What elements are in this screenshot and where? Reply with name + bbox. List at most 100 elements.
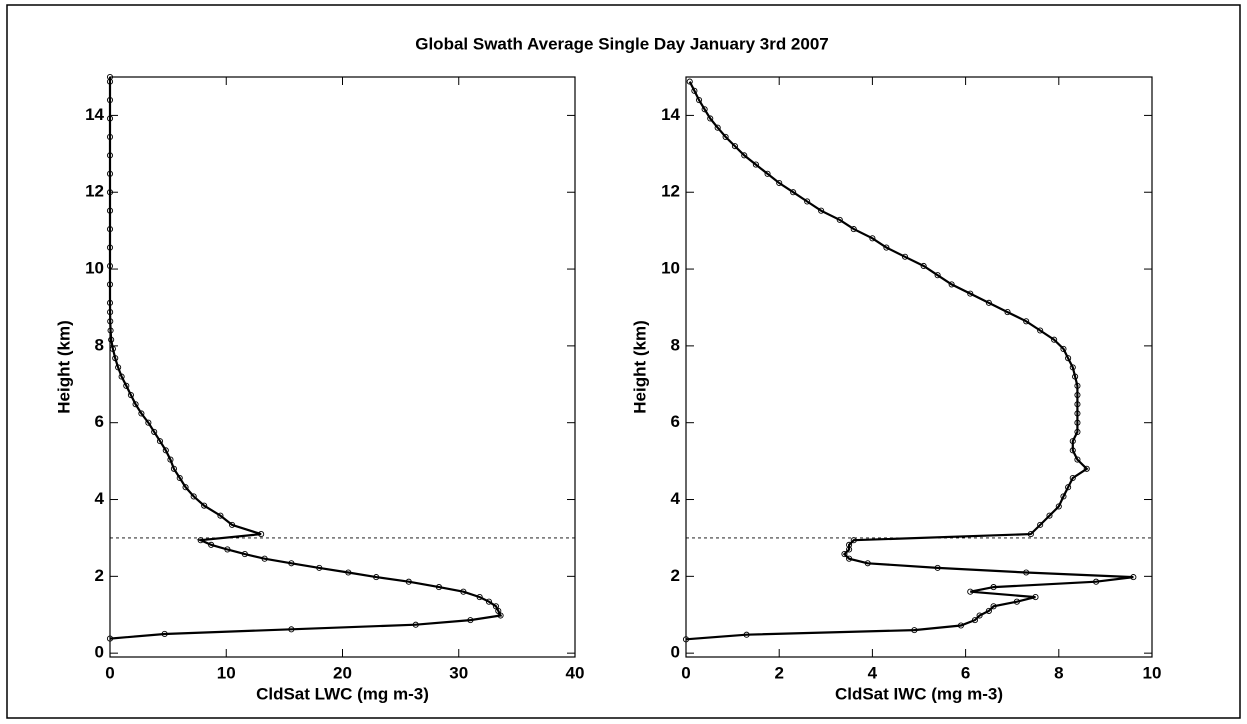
data-point bbox=[123, 382, 130, 389]
data-point bbox=[145, 419, 152, 426]
data-point bbox=[1065, 484, 1072, 491]
data-point bbox=[776, 179, 783, 187]
data-point bbox=[118, 373, 125, 380]
data-point bbox=[132, 401, 139, 408]
data-point bbox=[476, 594, 483, 601]
data-point bbox=[412, 621, 419, 628]
data-point bbox=[1037, 521, 1044, 528]
data-point bbox=[106, 207, 114, 214]
y-tick-label: 10 bbox=[661, 259, 680, 278]
data-point bbox=[176, 474, 183, 482]
y-tick-label: 6 bbox=[671, 412, 680, 431]
figure-title: Global Swath Average Single Day January … bbox=[415, 34, 829, 53]
data-point bbox=[1074, 382, 1081, 389]
data-point bbox=[258, 531, 265, 538]
data-point bbox=[1027, 531, 1034, 538]
data-point bbox=[1060, 493, 1067, 500]
data-point bbox=[846, 541, 853, 548]
data-point bbox=[1074, 410, 1081, 417]
data-point bbox=[106, 96, 114, 104]
data-point bbox=[846, 555, 853, 562]
data-point bbox=[115, 364, 122, 371]
data-point bbox=[1004, 309, 1011, 316]
data-point bbox=[883, 244, 890, 251]
data-point bbox=[971, 617, 978, 624]
data-point bbox=[107, 309, 114, 316]
data-point bbox=[790, 189, 797, 196]
data-point bbox=[850, 537, 857, 544]
data-point bbox=[106, 152, 114, 159]
data-point bbox=[106, 170, 114, 177]
data-point bbox=[691, 87, 698, 94]
data-point bbox=[1023, 569, 1030, 576]
data-point bbox=[127, 391, 134, 399]
data-point bbox=[106, 244, 114, 251]
data-point bbox=[182, 484, 189, 491]
data-point bbox=[106, 133, 114, 140]
data-point bbox=[934, 564, 941, 571]
data-point bbox=[288, 560, 295, 567]
data-point bbox=[190, 493, 197, 500]
x-tick-label: 10 bbox=[217, 663, 236, 682]
data-point bbox=[701, 106, 708, 113]
data-point bbox=[167, 456, 174, 463]
data-point bbox=[1069, 364, 1076, 371]
data-point bbox=[495, 607, 502, 614]
data-point bbox=[316, 564, 323, 571]
x-axis-label: CldSat LWC (mg m-3) bbox=[256, 684, 429, 703]
y-tick-label: 4 bbox=[95, 489, 105, 508]
data-point bbox=[1069, 438, 1076, 445]
data-point bbox=[241, 551, 248, 558]
y-tick-label: 0 bbox=[95, 643, 104, 662]
data-point bbox=[485, 598, 493, 605]
x-tick-label: 4 bbox=[868, 663, 878, 682]
data-point bbox=[162, 447, 169, 454]
data-point bbox=[990, 603, 997, 610]
data-point bbox=[492, 603, 500, 610]
y-axis-label: Height (km) bbox=[630, 320, 649, 414]
data-point bbox=[1093, 578, 1100, 585]
data-point bbox=[497, 612, 504, 619]
data-point bbox=[109, 345, 116, 352]
data-point bbox=[106, 189, 114, 196]
data-point bbox=[405, 578, 412, 585]
data-point bbox=[985, 607, 992, 614]
data-point bbox=[106, 73, 114, 81]
data-point bbox=[151, 428, 158, 435]
data-point bbox=[836, 216, 843, 223]
data-point bbox=[901, 253, 909, 260]
data-point bbox=[1072, 373, 1079, 380]
data-point bbox=[1013, 598, 1020, 605]
data-point bbox=[106, 635, 114, 642]
data-point bbox=[460, 588, 467, 595]
y-tick-label: 6 bbox=[95, 412, 104, 431]
data-point bbox=[345, 569, 352, 576]
data-point bbox=[373, 574, 380, 581]
data-point bbox=[106, 115, 114, 122]
data-point bbox=[112, 355, 119, 362]
plot-frame bbox=[109, 76, 576, 658]
data-point bbox=[1023, 318, 1030, 325]
data-point bbox=[217, 512, 224, 519]
profile-line bbox=[108, 77, 503, 640]
data-point bbox=[841, 551, 848, 558]
data-point bbox=[957, 622, 964, 629]
data-point bbox=[985, 299, 992, 306]
data-point bbox=[682, 636, 690, 643]
y-tick-label: 14 bbox=[85, 105, 104, 124]
data-point bbox=[201, 502, 208, 509]
y-tick-label: 8 bbox=[95, 335, 104, 354]
x-tick-label: 10 bbox=[1143, 663, 1162, 682]
x-tick-label: 0 bbox=[681, 663, 690, 682]
data-point bbox=[967, 588, 974, 595]
data-point bbox=[869, 235, 876, 242]
data-point bbox=[850, 226, 857, 233]
x-tick-label: 6 bbox=[961, 663, 970, 682]
data-point bbox=[1069, 474, 1076, 482]
data-point bbox=[107, 318, 114, 325]
data-point bbox=[1032, 594, 1039, 601]
data-point bbox=[686, 78, 693, 85]
data-point bbox=[1074, 428, 1081, 435]
